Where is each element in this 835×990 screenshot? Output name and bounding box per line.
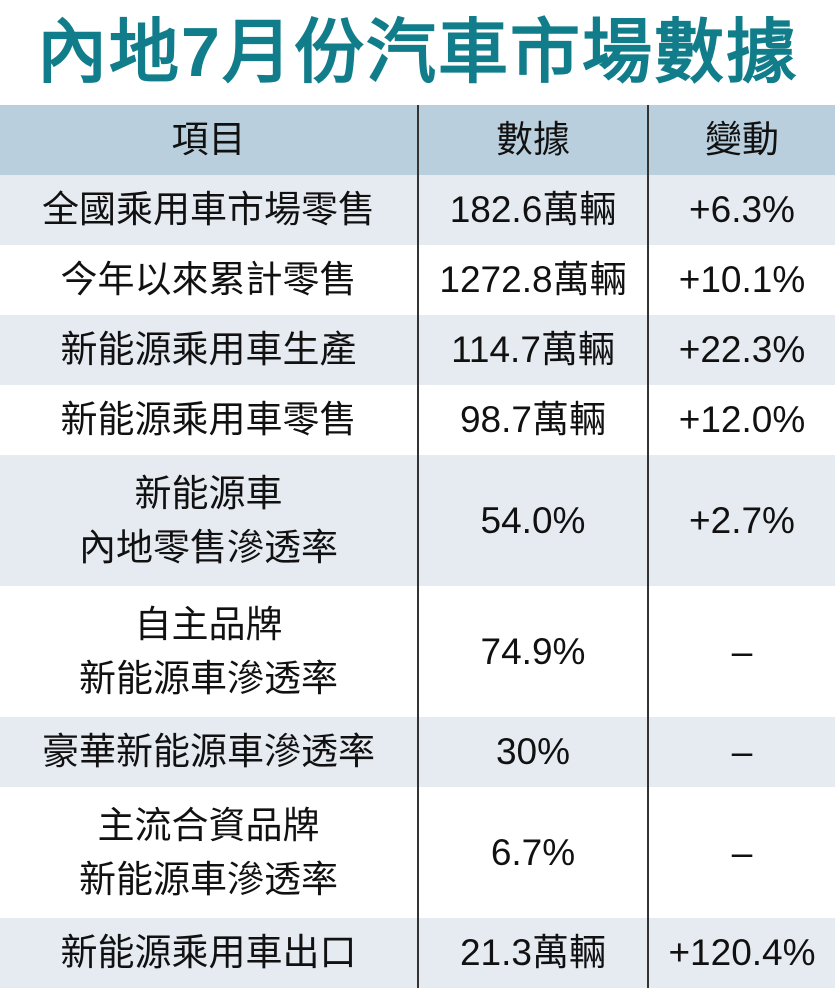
table-cell: +10.1%: [647, 245, 835, 315]
table-cell: 21.3萬輛: [417, 918, 648, 988]
data-table: 項目 數據 變動 全國乘用車市場零售 182.6萬輛 +6.3% 今年以來累計零售 1272…: [0, 105, 835, 988]
table-cell: –: [647, 586, 835, 717]
column-header: 項目: [0, 105, 418, 175]
table-cell: 182.6萬輛: [417, 175, 648, 245]
table-row: 新能源乘用車出口 21.3萬輛 +120.4%: [0, 918, 835, 988]
column-header: 變動: [647, 105, 835, 175]
table-row: 新能源乘用車零售 98.7萬輛 +12.0%: [0, 385, 835, 455]
table-body: 全國乘用車市場零售 182.6萬輛 +6.3% 今年以來累計零售 1272.8萬輛 +10…: [0, 175, 835, 988]
table-cell: 54.0%: [417, 455, 648, 586]
title: 內地7月份汽車市場數據: [37, 13, 798, 91]
table-cell: +12.0%: [647, 385, 835, 455]
table-row: 新能源乘用車生產 114.7萬輛 +22.3%: [0, 315, 835, 385]
table-cell: 6.7%: [417, 787, 648, 918]
table-cell: –: [647, 717, 835, 787]
table-cell: 新能源乘用車生產: [0, 315, 418, 385]
table-cell: 1272.8萬輛: [417, 245, 648, 315]
table-cell: 30%: [417, 717, 648, 787]
table-cell: 今年以來累計零售: [60, 259, 357, 300]
table-cell: 自主品牌 新能源車滲透率: [79, 603, 338, 699]
table-cell: 豪華新能源車滲透率: [0, 717, 418, 787]
table-row: 主流合資品牌 新能源車滲透率 6.7% –: [0, 787, 835, 918]
table-cell: 新能源乘用車零售: [60, 399, 357, 440]
table-row: 新能源車 內地零售滲透率 54.0% +2.7%: [0, 455, 835, 586]
table-cell: 98.7萬輛: [417, 385, 648, 455]
table-row: 全國乘用車市場零售 182.6萬輛 +6.3%: [0, 175, 835, 245]
table-row: 自主品牌 新能源車滲透率 74.9% –: [0, 586, 835, 717]
table-row: 今年以來累計零售 1272.8萬輛 +10.1%: [0, 245, 835, 315]
table-cell: 新能源乘用車出口: [0, 918, 418, 988]
table-cell: +120.4%: [647, 918, 835, 988]
table-cell: 新能源車 內地零售滲透率: [0, 455, 418, 586]
column-header: 數據: [417, 105, 648, 175]
table-cell: 主流合資品牌 新能源車滲透率: [79, 804, 338, 900]
table-row: 豪華新能源車滲透率 30% –: [0, 717, 835, 787]
table-cell: –: [647, 787, 835, 918]
table-cell: +6.3%: [647, 175, 835, 245]
header-row: 項目 數據 變動: [0, 105, 835, 175]
table-cell: +2.7%: [647, 455, 835, 586]
table-cell: 114.7萬輛: [417, 315, 648, 385]
table-cell: +22.3%: [647, 315, 835, 385]
table-cell: 74.9%: [417, 586, 648, 717]
table-cell: 全國乘用車市場零售: [0, 175, 418, 245]
